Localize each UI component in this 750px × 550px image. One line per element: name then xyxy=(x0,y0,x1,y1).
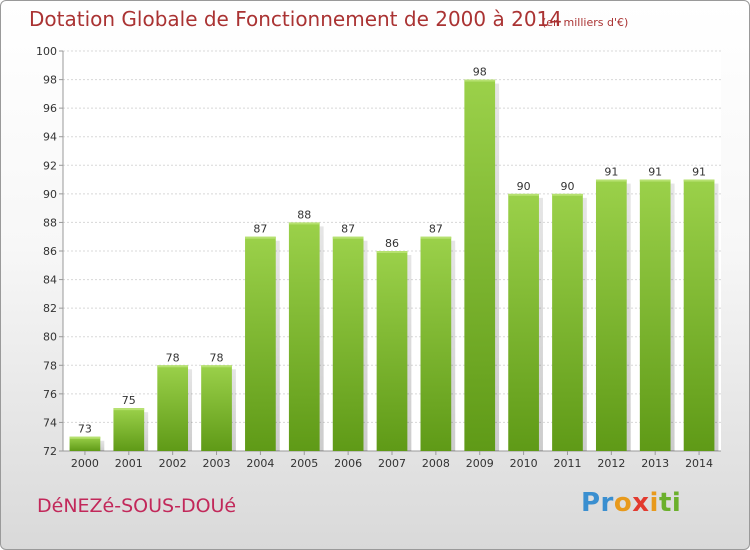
bar-highlight xyxy=(420,236,452,239)
bar-highlight xyxy=(552,193,583,196)
y-tick-label: 92 xyxy=(43,159,57,172)
y-tick-label: 76 xyxy=(43,388,57,401)
logo-part-3: x xyxy=(632,488,650,518)
bar-highlight xyxy=(683,179,715,182)
proxiti-logo[interactable]: Proxiti xyxy=(581,488,681,518)
bar-highlight xyxy=(332,236,364,239)
data-label: 87 xyxy=(341,223,355,236)
x-tick-label: 2000 xyxy=(71,457,99,470)
y-tick-label: 96 xyxy=(43,102,57,115)
data-label: 88 xyxy=(297,208,311,221)
bar-highlight xyxy=(201,365,232,368)
logo-part-5: ti xyxy=(658,488,682,518)
bar xyxy=(201,365,232,451)
data-label: 91 xyxy=(692,166,706,179)
data-label: 90 xyxy=(560,180,574,193)
data-label: 98 xyxy=(473,66,487,79)
bar xyxy=(157,365,189,451)
x-tick-label: 2012 xyxy=(597,457,625,470)
bar xyxy=(552,193,583,451)
data-label: 91 xyxy=(604,166,618,179)
y-tick-label: 98 xyxy=(43,74,57,87)
x-tick-label: 2011 xyxy=(553,457,581,470)
x-tick-label: 2013 xyxy=(641,457,669,470)
x-tick-label: 2005 xyxy=(290,457,318,470)
data-label: 73 xyxy=(78,423,92,436)
bar xyxy=(595,179,627,452)
x-tick-label: 2009 xyxy=(466,457,494,470)
y-tick-label: 90 xyxy=(43,188,57,201)
y-tick-label: 94 xyxy=(43,131,57,144)
logo-part-4: i xyxy=(649,488,659,518)
data-label: 87 xyxy=(429,223,443,236)
y-tick-label: 78 xyxy=(43,359,57,372)
bar xyxy=(113,408,145,451)
bar xyxy=(639,179,671,452)
x-tick-label: 2014 xyxy=(685,457,713,470)
data-label: 90 xyxy=(517,180,531,193)
bar xyxy=(683,179,715,452)
y-tick-label: 80 xyxy=(43,331,57,344)
x-tick-label: 2001 xyxy=(115,457,143,470)
bar xyxy=(332,236,364,451)
y-tick-label: 84 xyxy=(43,274,57,287)
logo-part-2: o xyxy=(613,488,633,518)
data-label: 75 xyxy=(122,394,136,407)
y-tick-label: 88 xyxy=(43,216,57,229)
chart-title: Dotation Globale de Fonctionnement de 20… xyxy=(29,7,562,31)
bar-highlight xyxy=(245,236,276,239)
x-tick-label: 2008 xyxy=(422,457,450,470)
bar xyxy=(69,436,101,451)
bar xyxy=(464,79,496,452)
y-tick-label: 72 xyxy=(43,445,57,458)
bar-highlight xyxy=(288,222,320,225)
bar-highlight xyxy=(595,179,627,182)
x-tick-label: 2010 xyxy=(510,457,538,470)
x-tick-label: 2006 xyxy=(334,457,362,470)
y-tick-label: 74 xyxy=(43,416,57,429)
data-label: 87 xyxy=(253,223,267,236)
bar-highlight xyxy=(639,179,671,182)
bar-highlight xyxy=(69,436,101,439)
y-tick-label: 82 xyxy=(43,302,57,315)
bar xyxy=(245,236,276,451)
bar xyxy=(376,251,408,451)
bar xyxy=(508,193,539,451)
data-label: 86 xyxy=(385,237,399,250)
x-tick-label: 2004 xyxy=(246,457,274,470)
bar xyxy=(420,236,452,451)
bar-highlight xyxy=(508,193,539,196)
logo-part-1: Pr xyxy=(581,488,614,518)
x-tick-label: 2007 xyxy=(378,457,406,470)
x-tick-label: 2003 xyxy=(203,457,231,470)
bar-highlight xyxy=(376,251,408,253)
data-label: 78 xyxy=(210,351,224,364)
bar xyxy=(288,222,320,451)
data-label: 78 xyxy=(166,351,180,364)
y-tick-label: 86 xyxy=(43,245,57,258)
bar-highlight xyxy=(464,79,496,82)
chart-subtitle: (en milliers d'€) xyxy=(542,16,629,29)
x-tick-label: 2002 xyxy=(159,457,187,470)
bar-highlight xyxy=(157,365,189,368)
bar-highlight xyxy=(113,408,145,411)
commune-name: DéNEZé-SOUS-DOUé xyxy=(37,495,237,517)
y-tick-label: 100 xyxy=(36,45,57,58)
data-label: 91 xyxy=(648,166,662,179)
